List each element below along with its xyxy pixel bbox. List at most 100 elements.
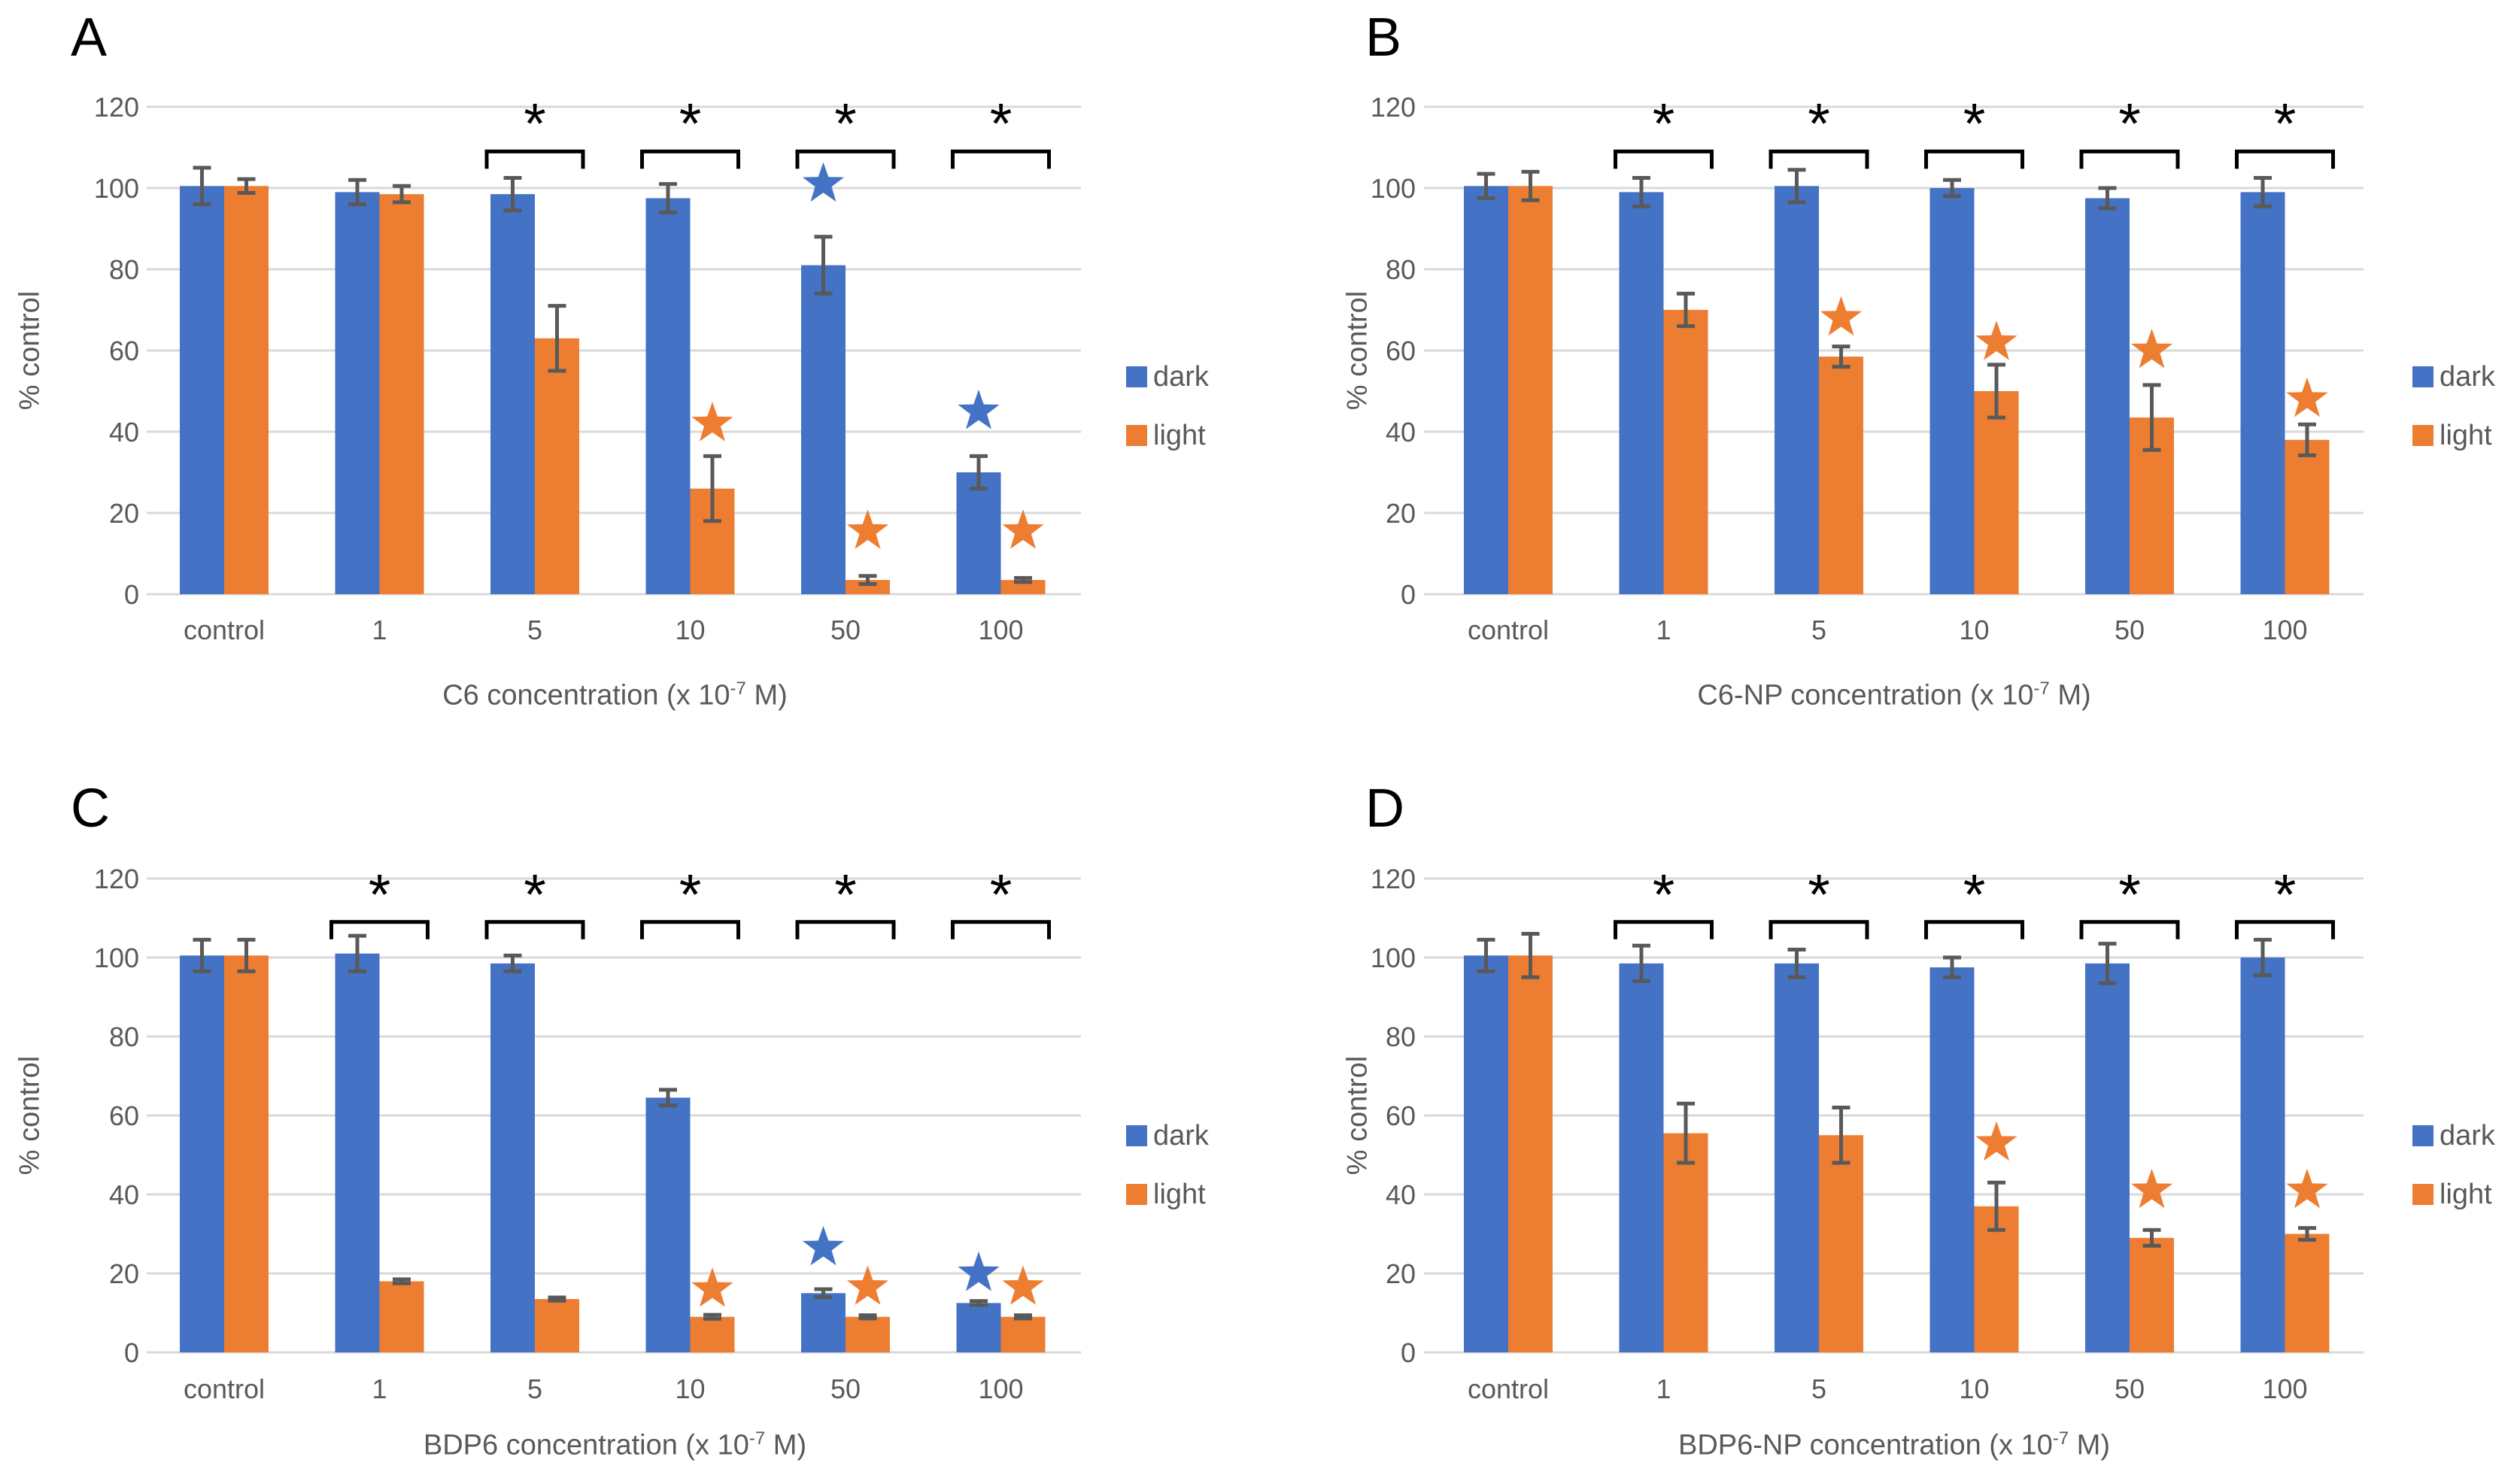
significance-asterisk: * — [990, 93, 1013, 156]
bar-dark-1 — [1619, 192, 1664, 594]
significance-asterisk: * — [679, 863, 702, 927]
x-category-label: 50 — [830, 1373, 861, 1404]
significance-bracket — [951, 920, 1051, 939]
y-axis-tick-labels: 0 20 40 60 80 100 120 — [94, 863, 139, 1368]
bar-dark-5 — [1775, 963, 1819, 1352]
bar-dark-1 — [335, 192, 380, 594]
bars-dark — [180, 953, 1001, 1353]
significance-asterisk: * — [1808, 93, 1830, 156]
bar-dark-50 — [801, 1293, 846, 1353]
y-tick-label: 0 — [1401, 579, 1416, 610]
y-tick-label: 80 — [109, 1021, 139, 1052]
bar-light-control — [224, 186, 269, 595]
bar-dark-1 — [335, 953, 380, 1353]
legend-item-dark: dark — [2412, 1120, 2495, 1152]
bar-dark-control — [1464, 186, 1508, 595]
legend-item-dark: dark — [2412, 360, 2495, 393]
x-category-label: 5 — [527, 1373, 542, 1404]
bar-dark-50 — [2085, 963, 2130, 1352]
chart-svg-a: 0 20 40 60 80 100 120 control 1 5 10 50 100 * * * * — [94, 92, 1081, 645]
bar-light-control — [1508, 186, 1553, 595]
y-tick-label: 20 — [109, 498, 139, 529]
y-tick-label: 120 — [1371, 92, 1416, 123]
bar-dark-10 — [645, 198, 691, 594]
significance-asterisk: * — [369, 863, 391, 927]
light-star-icon — [1975, 320, 2018, 360]
chart-svg-c: 0 20 40 60 80 100 120 control 1 5 10 50 100 * * * * * — [94, 863, 1081, 1404]
x-axis-title-suffix: M) — [745, 679, 788, 712]
bar-dark-5 — [490, 963, 535, 1352]
x-axis-title-superscript: -7 — [2052, 1428, 2069, 1449]
x-axis-title-suffix: M) — [2069, 1429, 2110, 1461]
y-tick-label: 60 — [109, 335, 139, 366]
significance-asterisk: * — [1963, 863, 1986, 927]
significance-bracket — [2235, 149, 2335, 169]
x-axis-title-suffix: M) — [2049, 679, 2091, 712]
significance-bracket — [640, 920, 740, 939]
significance-bracket — [1924, 149, 2024, 169]
light-star-icon — [691, 402, 733, 442]
gridlines — [147, 877, 1081, 1354]
light-star-icon — [846, 1265, 889, 1305]
x-category-label: 10 — [675, 615, 705, 645]
significance-bracket — [640, 149, 740, 169]
dark-star-icon — [958, 1252, 1000, 1291]
dark-series-swatch-icon — [2412, 366, 2433, 387]
bar-light-10 — [690, 1316, 735, 1353]
y-axis-tick-labels: 0 20 40 60 80 100 120 — [94, 92, 139, 610]
y-tick-label: 80 — [109, 254, 139, 285]
legend-label-light: light — [2440, 419, 2492, 451]
light-star-icon — [1820, 296, 1863, 336]
x-axis-title-text: C6-NP concentration (x 10 — [1697, 679, 2034, 712]
x-category-label: 100 — [978, 1373, 1023, 1404]
significance-bracket — [2079, 920, 2180, 939]
y-tick-label: 120 — [94, 92, 139, 123]
bar-dark-5 — [490, 194, 535, 595]
legend-item-dark: dark — [1126, 1120, 1209, 1152]
x-category-label: 50 — [2115, 615, 2145, 645]
significance-bracket — [484, 920, 585, 939]
bar-dark-100 — [956, 1303, 1001, 1352]
light-star-icon — [1002, 1265, 1044, 1305]
x-category-label: 1 — [1656, 615, 1671, 645]
significance-bracket — [1924, 920, 2024, 939]
bar-light-100 — [1000, 580, 1046, 594]
x-category-label: 1 — [372, 1373, 387, 1404]
significance-bracket — [2079, 149, 2180, 169]
significance-bracket — [1769, 920, 1869, 939]
x-category-label: 10 — [675, 1373, 705, 1404]
significance-asterisk: * — [679, 93, 702, 156]
legend-item-dark: dark — [1126, 361, 1209, 393]
legend-item-light: light — [2412, 420, 2495, 451]
x-axis-title: BDP6-NP concentration (x 10-7 M) — [1424, 1428, 2364, 1462]
dark-series-swatch-icon — [1126, 366, 1147, 387]
significance-bracket — [2235, 920, 2335, 939]
bars-dark — [1464, 186, 2285, 595]
legend-item-light: light — [1126, 1179, 1209, 1210]
bar-light-5 — [1819, 1135, 1863, 1353]
x-axis-title-text: BDP6 concentration (x 10 — [423, 1429, 749, 1461]
x-category-label: 100 — [2262, 1373, 2307, 1404]
legend-item-light: light — [2412, 1179, 2495, 1210]
light-star-icon — [2130, 1168, 2173, 1209]
gridlines — [147, 105, 1081, 596]
error-bars-light — [237, 937, 1032, 1321]
legend-item-light: light — [1126, 420, 1209, 451]
dark-star-icon — [802, 1225, 845, 1266]
legend-label-dark: dark — [2440, 360, 2495, 393]
error-bars-dark — [1477, 937, 2272, 985]
y-axis-title: % control — [14, 1055, 46, 1176]
x-axis-category-labels: control 1 5 10 50 100 — [184, 615, 1024, 645]
y-tick-label: 60 — [1386, 1100, 1416, 1131]
significance-stars — [1820, 296, 2328, 417]
bar-dark-control — [180, 186, 224, 595]
bars-light — [224, 186, 1046, 595]
significance-stars — [691, 1225, 1044, 1307]
x-category-label: 10 — [1959, 1373, 1989, 1404]
y-tick-label: 20 — [109, 1258, 139, 1289]
significance-markers: * * * * * — [329, 863, 1051, 939]
significance-bracket — [1769, 149, 1869, 169]
bar-light-1 — [379, 194, 424, 595]
y-tick-label: 80 — [1386, 254, 1416, 285]
bar-light-1 — [1663, 310, 1708, 594]
